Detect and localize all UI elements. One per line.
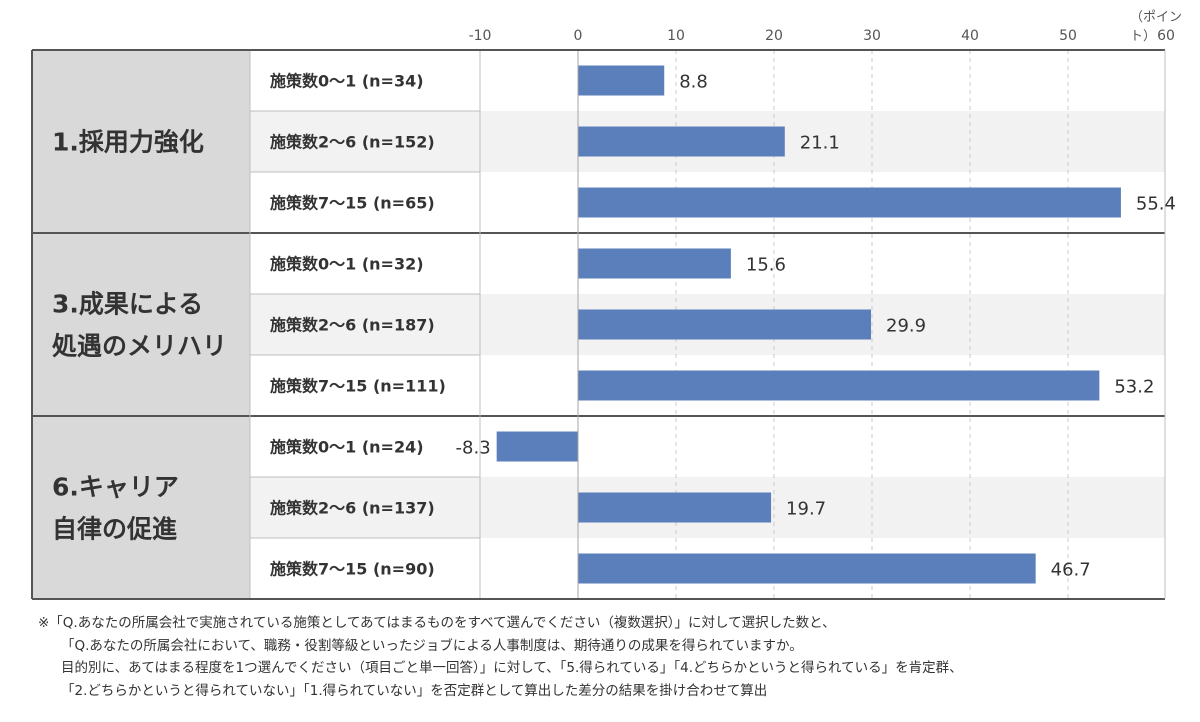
- bar: [578, 309, 872, 340]
- data-label: 15.6: [746, 255, 786, 276]
- group-label: 3.成果による: [52, 290, 203, 319]
- unit-label: （ポイント）: [1130, 10, 1183, 44]
- x-tick-label: 10: [667, 28, 685, 44]
- row-label: 施策数2～6 (n=152): [270, 133, 435, 152]
- data-label: 46.7: [1051, 560, 1091, 581]
- row-label: 施策数7～15 (n=90): [270, 560, 435, 579]
- group-label: 1.採用力強化: [52, 128, 204, 157]
- bar: [578, 553, 1036, 584]
- group-label: 6.キャリア: [52, 473, 179, 502]
- x-tick-label: 20: [765, 28, 783, 44]
- footnotes: ※「Q.あなたの所属会社で実施されている施策としてあてはまるものをすべて選んでく…: [38, 612, 963, 702]
- data-label: 19.7: [786, 499, 826, 520]
- bar-chart: -10 0 10 20 30 40 50 60 施策数0～1 (n=34) 8.8 施策数2～6 (…: [31, 28, 1176, 600]
- bar: [496, 431, 578, 462]
- row-label: 施策数0～1 (n=32): [270, 255, 424, 274]
- footnote-line: 目的別に、あてはまる程度を1つ選んでください（項目ごと単一回答）」に対して、「5…: [61, 660, 963, 676]
- x-tick-label: 30: [863, 28, 881, 44]
- x-tick-label: 40: [961, 28, 979, 44]
- data-label: 21.1: [800, 133, 840, 154]
- bar: [578, 65, 665, 96]
- group-label-cell: [32, 233, 250, 416]
- row-label: 施策数2～6 (n=137): [270, 499, 435, 518]
- footnote-line: ※「Q.あなたの所属会社で実施されている施策としてあてはまるものをすべて選んでく…: [38, 615, 836, 631]
- group-label-cell: [32, 416, 250, 599]
- group-label-cell: [32, 50, 250, 233]
- group-label: 自律の促進: [52, 515, 177, 544]
- bar: [578, 248, 731, 279]
- x-tick-label: -10: [469, 28, 492, 44]
- data-label: 55.4: [1136, 194, 1176, 215]
- row-label: 施策数7～15 (n=65): [270, 194, 435, 213]
- data-label: 29.9: [886, 316, 926, 337]
- bar: [578, 492, 772, 523]
- footnote-line: 「2.どちらかというと得られていない」「1.得られていない」を否定群として算出し…: [61, 682, 768, 699]
- group-label: 処遇のメリハリ: [52, 332, 227, 361]
- bar: [578, 126, 785, 157]
- x-tick-label: 50: [1059, 28, 1077, 44]
- data-label: -8.3: [456, 438, 491, 459]
- bar: [578, 370, 1100, 401]
- row-label: 施策数2～6 (n=187): [270, 316, 435, 335]
- row-label: 施策数0～1 (n=24): [270, 438, 424, 457]
- x-tick-label: 0: [574, 28, 583, 44]
- footnote-line: 「Q.あなたの所属会社において、職務・役割等級といったジョブによる人事制度は、期…: [61, 637, 803, 654]
- row-label: 施策数7～15 (n=111): [270, 377, 446, 396]
- bar: [578, 187, 1121, 218]
- data-label: 8.8: [679, 72, 708, 93]
- row-label: 施策数0～1 (n=34): [270, 72, 424, 91]
- data-label: 53.2: [1114, 377, 1154, 398]
- x-tick-label: 60: [1157, 28, 1175, 44]
